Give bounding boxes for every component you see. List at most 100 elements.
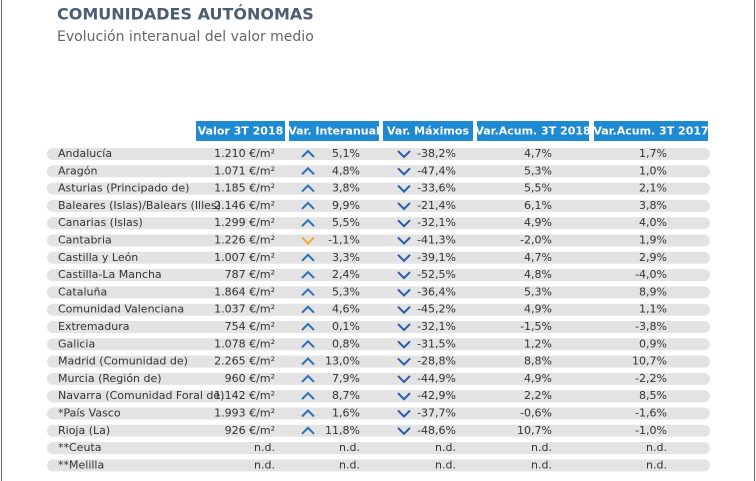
row-label: Comunidad Valenciana [58,303,184,316]
cell: 11,8% [325,424,360,437]
header-cell [383,121,473,141]
cell: -39,1% [417,251,456,264]
row-label: Andalucía [58,147,112,160]
cell: 5,5% [524,182,552,195]
cell: 2,9% [639,251,667,264]
row-label: Cantabria [58,234,112,247]
cell: 2.146 €/m² [214,199,275,212]
cell: 1,7% [639,147,667,160]
arrow-icon [301,322,315,331]
arrow-icon [397,288,411,297]
cell: 7,9% [332,372,360,385]
cell: 2.265 €/m² [214,355,275,368]
row-background [47,407,710,420]
cell: -2,0% [520,234,552,247]
arrow-icon [301,374,315,383]
row-label: Aragón [58,164,98,177]
cell: 1,1% [639,303,667,316]
cell: 0,9% [639,337,667,350]
cell: 1,2% [524,337,552,350]
row-label: *País Vasco [58,407,121,420]
cell: 2,2% [524,389,552,402]
cell: 2,1% [639,182,667,195]
arrow-icon [397,305,411,315]
arrow-icon [301,201,315,210]
arrow-icon [301,270,315,279]
arrow-icon [301,339,315,349]
cell: 1.993 €/m² [214,407,275,420]
row-background [47,338,710,351]
arrow-icon [397,219,411,228]
cell: 4,8% [524,268,552,281]
row-background [47,182,710,195]
arrow-icon [301,166,315,176]
cell: -32,1% [417,320,456,333]
arrow-icon [301,236,315,245]
cell: n.d. [339,458,360,471]
row-background [47,303,710,316]
arrow-icon [397,392,411,401]
cell: 8,8% [524,355,552,368]
header-label: Var. Máximos [387,125,469,138]
cell: 4,9% [524,372,552,385]
header-cell [594,121,708,141]
cell: -2,2% [635,372,667,385]
cell: 8,5% [639,389,667,402]
cell: 4,8% [332,164,360,177]
arrow-icon [397,167,411,176]
row-label: Murcia (Región de) [58,372,162,385]
subtitle: Evolución interanual del valor medio [57,29,314,45]
cell: 2,4% [332,268,360,281]
cell: 1.210 €/m² [214,147,275,160]
header-label: Var. Interanual [288,125,380,138]
cell: 5,3% [524,285,552,298]
header-cell [196,121,285,141]
arrow-icon [397,150,411,159]
cell: -37,7% [417,407,456,420]
cell: 1.299 €/m² [214,216,275,229]
cell: -47,4% [417,164,456,177]
cell: 1.864 €/m² [214,285,275,298]
cell: -1,0% [635,424,667,437]
row-label: Rioja (La) [58,424,110,437]
cell: 1,0% [639,164,667,177]
cell: -36,4% [417,285,456,298]
cell: 4,0% [639,216,667,229]
arrow-icon [301,149,315,158]
cell: -28,8% [417,355,456,368]
cell: -4,0% [635,268,667,281]
cell: 3,8% [639,199,667,212]
cell: 1.078 €/m² [214,337,275,350]
cell: 787 €/m² [225,268,275,281]
row-background [47,217,710,230]
header-label: Var.Acum. 3T 2018 [475,125,590,138]
row-label: **Melilla [58,458,104,471]
cell: -44,9% [417,372,456,385]
title: COMUNIDADES AUTÓNOMAS [57,5,314,24]
cell: -31,5% [417,337,456,350]
arrow-icon [397,427,411,436]
cell: -32,1% [417,216,456,229]
row-label: Canarias (Islas) [58,216,143,229]
arrow-icon [397,202,411,211]
cell: 5,1% [332,147,360,160]
row-background [47,321,710,333]
cell: 0,8% [332,337,360,350]
arrow-icon [301,218,315,227]
cell: 3,3% [332,251,360,264]
row-background [47,424,710,437]
cell: 1.185 €/m² [214,182,275,195]
row-label: Galicia [58,337,95,350]
cell: -1,1% [328,234,360,247]
row-background [47,390,710,403]
row-background [47,234,710,247]
row-background [47,442,710,455]
row-background [47,286,710,299]
cell: 4,9% [524,303,552,316]
arrow-icon [397,323,411,332]
cell: 8,9% [639,285,667,298]
arrow-icon [397,340,411,349]
cell: n.d. [646,458,667,471]
row-background [47,372,710,385]
